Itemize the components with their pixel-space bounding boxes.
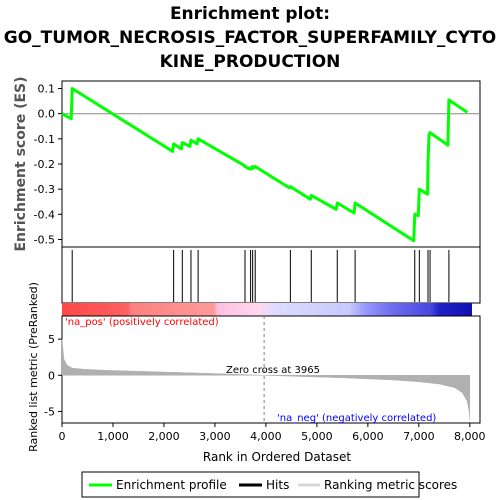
es-tick-label: -0.1: [34, 133, 55, 146]
negative-correlation-label: 'na_neg' (negatively correlated): [277, 413, 436, 424]
es-tick-label: -0.5: [34, 233, 55, 246]
es-curve-group: [61, 87, 469, 243]
es-y-axis-label: Enrichment score (ES): [13, 76, 29, 251]
x-tick-label: 4,000: [250, 430, 282, 443]
es-panel-frame: [61, 80, 481, 248]
title-line-2: GO_TUMOR_NECROSIS_FACTOR_SUPERFAMILY_CYT…: [3, 28, 497, 48]
es-tick-label: 0.0: [38, 108, 56, 121]
legend-enrichment-label: Enrichment profile: [116, 478, 227, 492]
title-line-1: Enrichment plot:: [169, 4, 331, 24]
x-tick-label: 5,000: [301, 430, 333, 443]
metric-tick-label: -5: [44, 405, 55, 418]
x-tick-label: 1,000: [97, 430, 129, 443]
zero-cross-label: Zero cross at 3965: [226, 365, 320, 376]
x-tick-label: 8,000: [454, 430, 486, 443]
metric-tick-label: 0: [48, 369, 55, 382]
hits-panel-frame: [61, 246, 481, 304]
legend-hits-label: Hits: [266, 478, 289, 492]
title-line-3: KINE_PRODUCTION: [159, 52, 341, 72]
es-tick-label: -0.2: [34, 158, 55, 171]
es-tick-label: -0.3: [34, 183, 55, 196]
es-tick-label: 0.1: [38, 83, 56, 96]
x-tick-label: 3,000: [199, 430, 231, 443]
chart-title: Enrichment plot: GO_TUMOR_NECROSIS_FACTO…: [0, 2, 500, 74]
x-axis-label: Rank in Ordered Dataset: [203, 450, 351, 464]
x-axis-ticks: 0 1,000 2,000 3,000 4,000 5,000 6,000 7,000 8,00…: [59, 423, 486, 443]
es-tick-label: -0.4: [34, 208, 55, 221]
es-y-ticks: 0.1 0.0 -0.1 -0.2 -0.3 -0.4 -0.5: [34, 83, 62, 246]
x-tick-label: 2,000: [148, 430, 180, 443]
positive-correlation-label: 'na_pos' (positively correlated): [65, 317, 219, 328]
metric-y-ticks: 5 0 -5: [44, 333, 62, 418]
x-tick-label: 7,000: [403, 430, 435, 443]
metric-tick-label: 5: [48, 333, 55, 346]
enrichment-profile-line: [61, 87, 469, 243]
metric-y-axis-label: Ranked list metric (PreRanked): [27, 282, 40, 452]
rank-color-bar: [62, 303, 472, 316]
x-tick-label: 0: [59, 430, 66, 443]
metric-area-group: [61, 316, 471, 423]
x-tick-label: 6,000: [352, 430, 384, 443]
legend-metric-label: Ranking metric scores: [324, 478, 457, 492]
ranking-metric-area: [61, 339, 471, 421]
hit-lines: [71, 250, 450, 302]
